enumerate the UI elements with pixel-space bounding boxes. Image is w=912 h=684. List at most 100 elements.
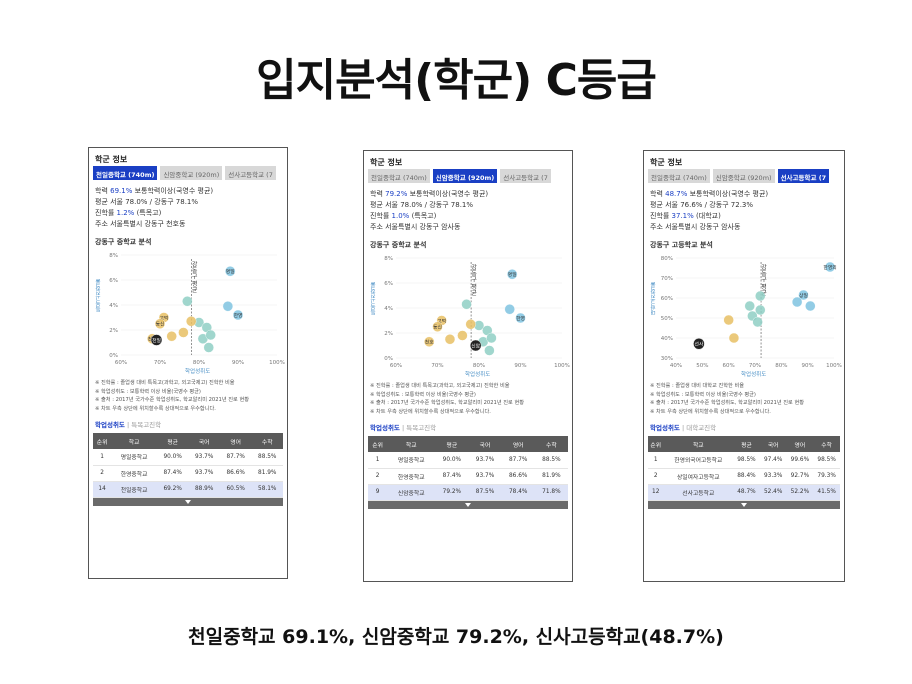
table-cell: 92.7% bbox=[786, 468, 814, 485]
chevron-down-icon[interactable] bbox=[465, 502, 471, 507]
school-bubble[interactable] bbox=[457, 330, 468, 341]
school-bubble[interactable] bbox=[154, 318, 166, 329]
school-bubble[interactable] bbox=[465, 319, 476, 330]
school-tab[interactable]: 신암중학교 (920m) bbox=[712, 169, 775, 183]
table-scroll-bar[interactable] bbox=[648, 500, 840, 509]
x-tick-label: 80% bbox=[193, 360, 205, 366]
ranking-tab-achievement[interactable]: 학업성취도 bbox=[650, 424, 680, 432]
school-bubble[interactable] bbox=[744, 300, 755, 312]
x-tick-label: 70% bbox=[749, 363, 761, 369]
school-tab[interactable]: 선사고등학교 (7 bbox=[777, 169, 830, 183]
note-line: ※ 차트 우측 상단에 위치할수록 상대적으로 우수합니다. bbox=[95, 405, 216, 412]
chart-notes: ※ 진학률 : 졸업생 대비 특목고(과학고, 외고국제고) 진학한 비율 ※ 학… bbox=[89, 375, 287, 413]
school-bubble[interactable] bbox=[755, 304, 766, 316]
school-tab[interactable]: 선사고등학교 (7 bbox=[225, 166, 276, 180]
school-bubble[interactable] bbox=[444, 334, 456, 345]
school-bubble[interactable] bbox=[185, 316, 197, 327]
table-row-current-school[interactable]: 9 신암중학교 79.2% 87.5% 78.4% 71.8% bbox=[368, 484, 568, 501]
table-cell: 48.7% bbox=[733, 484, 760, 501]
school-tab[interactable]: 신암중학교 (920m) bbox=[160, 166, 223, 180]
school-bubble[interactable] bbox=[150, 334, 163, 346]
school-tab[interactable]: 천일중학교 (740m) bbox=[93, 166, 158, 180]
school-bubble[interactable] bbox=[506, 269, 518, 280]
school-bubble[interactable] bbox=[182, 296, 193, 307]
ranking-tab-advancement[interactable]: 대학교진학 bbox=[686, 424, 717, 432]
advancement-value: 1.0% bbox=[391, 212, 410, 220]
table-cell: 93.3% bbox=[759, 468, 787, 485]
table-row[interactable]: 1 명일중학교 90.0% 93.7% 87.7% 88.5% bbox=[368, 452, 568, 469]
table-scroll-bar[interactable] bbox=[368, 500, 568, 509]
school-bubble[interactable] bbox=[222, 301, 234, 312]
school-bubble[interactable] bbox=[728, 332, 740, 344]
average-line: 평균 서울 76.6% / 강동구 72.3% bbox=[650, 201, 754, 209]
table-cell: 14 bbox=[93, 481, 112, 498]
school-bubble[interactable] bbox=[203, 342, 214, 353]
chevron-down-icon[interactable] bbox=[741, 502, 747, 507]
column-header: 평균 bbox=[733, 436, 760, 452]
school-tab[interactable]: 천일중학교 (740m) bbox=[368, 169, 430, 183]
advancement-line: 진학률 1.2% (특목고) bbox=[95, 208, 281, 219]
ranking-table: 순위 학교 평균 국어 영어 수학 1 명일중학교 90.0% 93.7% 87.7% 88.5% 2 한… bbox=[93, 433, 283, 498]
table-row[interactable]: 1 한영외국어고등학교 98.5% 97.4% 99.6% 98.5% bbox=[648, 452, 840, 469]
ranking-tab-advancement[interactable]: 특목고진학 bbox=[131, 421, 162, 429]
table-cell: 99.6% bbox=[786, 452, 814, 469]
ranking-tab-achievement[interactable]: 학업성취도 bbox=[370, 424, 400, 432]
school-bubble[interactable] bbox=[798, 289, 809, 301]
school-bubble[interactable] bbox=[791, 296, 803, 308]
table-scroll-bar[interactable] bbox=[93, 497, 283, 506]
school-bubble[interactable] bbox=[432, 321, 443, 332]
school-bubble[interactable] bbox=[232, 309, 244, 321]
table-row-current-school[interactable]: 14 천일중학교 69.2% 88.9% 60.5% 58.1% bbox=[93, 481, 283, 498]
school-bubble[interactable] bbox=[166, 331, 177, 342]
bubble-label: 동신 bbox=[433, 324, 442, 331]
table-cell: 98.5% bbox=[813, 452, 840, 469]
chevron-down-icon[interactable] bbox=[185, 499, 191, 504]
school-tabs: 천일중학교 (740m) 신암중학교 (920m) 선사고등학교 (7 bbox=[364, 169, 572, 183]
note-line: ※ 진학률 : 졸업생 대비 대학교 진학한 비율 bbox=[650, 383, 744, 389]
school-bubble[interactable] bbox=[504, 304, 515, 315]
ranking-tab-achievement[interactable]: 학업성취도 bbox=[95, 421, 125, 429]
scatter-plot: 80%70%60%50%40%30%40% 50% 60% 70% 80% 90% 100%… bbox=[661, 256, 842, 369]
table-cell: 69.2% bbox=[156, 481, 189, 498]
table-row-current-school[interactable]: 12 선사고등학교 48.7% 52.4% 52.2% 41.5% bbox=[648, 484, 840, 501]
x-tick-label: 90% bbox=[514, 363, 526, 369]
table-row[interactable]: 2 상일여자고등학교 88.4% 93.3% 92.7% 79.3% bbox=[648, 468, 840, 485]
table-cell: 1 bbox=[93, 449, 112, 466]
table-row[interactable]: 2 한영중학교 87.4% 93.7% 86.6% 81.9% bbox=[93, 465, 283, 482]
table-row[interactable]: 1 명일중학교 90.0% 93.7% 87.7% 88.5% bbox=[93, 449, 283, 466]
school-tab[interactable]: 신암중학교 (920m) bbox=[432, 169, 498, 183]
school-bubble[interactable] bbox=[224, 266, 236, 277]
school-tab[interactable]: 천일중학교 (740m) bbox=[648, 169, 710, 183]
column-header: 학교 bbox=[111, 433, 157, 449]
school-bubble[interactable] bbox=[515, 312, 526, 324]
school-bubble[interactable] bbox=[484, 345, 495, 356]
school-bubble[interactable] bbox=[805, 300, 816, 312]
school-bubble[interactable] bbox=[424, 336, 435, 347]
column-header: 국어 bbox=[188, 433, 220, 449]
table-row[interactable]: 2 한영중학교 87.4% 93.7% 86.6% 81.9% bbox=[368, 468, 568, 485]
column-header: 순위 bbox=[368, 436, 388, 452]
school-bubble[interactable] bbox=[755, 290, 766, 302]
column-header: 영어 bbox=[786, 436, 814, 452]
analysis-title: 강동구 중학교 분석 bbox=[370, 241, 427, 249]
school-bubble[interactable] bbox=[693, 338, 705, 350]
district-average-label: 강동구 평균 bbox=[190, 260, 197, 293]
table-cell: 한영외국어고등학교 bbox=[663, 452, 734, 469]
y-tick-label: 6% bbox=[109, 278, 118, 284]
school-bubble[interactable] bbox=[824, 261, 836, 273]
school-tab[interactable]: 선사고등학교 (7 bbox=[500, 169, 551, 183]
achievement-desc: 보통학력이상(국영수 평균) bbox=[407, 190, 489, 198]
address-line: 주소 서울특별시 강동구 암사동 bbox=[370, 223, 461, 231]
school-bubble[interactable] bbox=[205, 329, 216, 341]
table-cell: 상일여자고등학교 bbox=[663, 468, 734, 485]
school-bubble[interactable] bbox=[469, 339, 482, 352]
table-cell: 60.5% bbox=[219, 481, 252, 498]
school-bubble[interactable] bbox=[752, 316, 763, 328]
y-tick-label: 2% bbox=[109, 328, 118, 334]
school-bubble[interactable] bbox=[723, 314, 734, 326]
school-bubble[interactable] bbox=[486, 332, 497, 344]
school-bubble[interactable] bbox=[178, 327, 189, 338]
ranking-tab-advancement[interactable]: 특목고진학 bbox=[406, 424, 437, 432]
school-bubble[interactable] bbox=[461, 299, 472, 310]
